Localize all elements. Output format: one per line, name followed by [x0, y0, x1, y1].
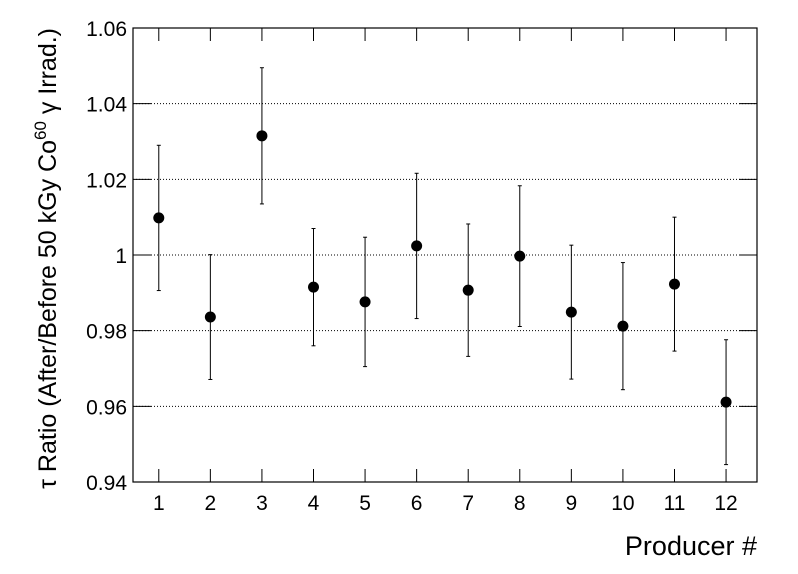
- x-tick-label: 10: [611, 492, 634, 515]
- x-tick-label: 7: [462, 492, 474, 515]
- y-tick-label: 1.04: [86, 94, 127, 117]
- x-tick-label: 4: [308, 492, 320, 515]
- data-point: [204, 311, 216, 323]
- plot-frame: [132, 27, 758, 483]
- data-point: [617, 320, 629, 332]
- data-point: [307, 281, 319, 293]
- data-point: [565, 306, 577, 318]
- y-tick-label: 1: [115, 245, 127, 268]
- data-point: [153, 212, 165, 224]
- x-tick-label: 8: [514, 492, 526, 515]
- y-tick-label: 1.02: [86, 169, 127, 192]
- x-tick-label: 9: [566, 492, 578, 515]
- x-tick-label: 1: [153, 492, 165, 515]
- y-tick-label: 0.96: [86, 396, 127, 419]
- data-point: [411, 240, 423, 252]
- y-axis-label: τ Ratio (After/Before 50 kGy Co60 γ Irra…: [31, 28, 62, 489]
- y-tick-label: 0.94: [86, 472, 127, 495]
- data-point: [359, 296, 371, 308]
- data-point: [462, 284, 474, 296]
- data-point: [720, 396, 732, 408]
- data-point: [256, 130, 268, 142]
- x-tick-label: 3: [256, 492, 268, 515]
- x-axis-label: Producer #: [625, 531, 757, 561]
- x-tick-label: 11: [664, 492, 686, 515]
- data-point: [514, 250, 526, 262]
- x-tick-label: 12: [714, 492, 737, 515]
- y-label-text: τ Ratio (After/Before 50 kGy Co: [34, 140, 62, 489]
- y-label-suffix: γ Irrad.): [34, 28, 62, 121]
- y-label-superscript: 60: [31, 121, 50, 140]
- x-tick-label: 5: [359, 492, 371, 515]
- y-tick-label: 1.06: [86, 18, 127, 41]
- data-point: [668, 278, 680, 290]
- x-tick-label: 6: [411, 492, 423, 515]
- y-tick-label: 0.98: [86, 321, 127, 344]
- x-tick-label: 2: [205, 492, 217, 515]
